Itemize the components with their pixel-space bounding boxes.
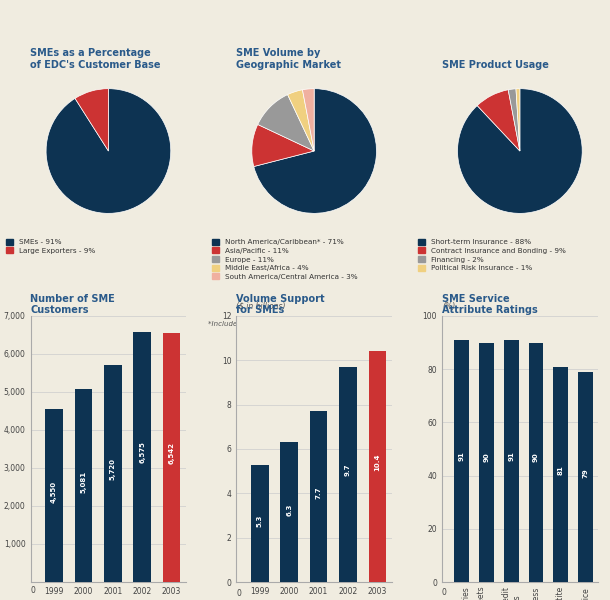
Text: Volume Support
for SMEs: Volume Support for SMEs — [236, 293, 325, 315]
Bar — [310, 411, 328, 582]
Bar — [339, 367, 357, 582]
Wedge shape — [252, 124, 314, 167]
Bar — [74, 389, 92, 582]
Wedge shape — [258, 95, 314, 151]
Text: 4,550: 4,550 — [51, 481, 57, 503]
Wedge shape — [75, 89, 109, 151]
Text: (%): (%) — [442, 302, 455, 311]
Wedge shape — [254, 89, 376, 214]
Text: 90: 90 — [484, 452, 489, 463]
Text: SMEs as a Percentage
of EDC's Customer Base: SMEs as a Percentage of EDC's Customer B… — [30, 48, 161, 70]
Bar — [504, 340, 518, 582]
Text: 5,081: 5,081 — [81, 470, 87, 493]
Text: 9.7: 9.7 — [345, 464, 351, 476]
Bar — [104, 365, 121, 582]
Text: 0: 0 — [30, 586, 35, 595]
Wedge shape — [287, 90, 314, 151]
Bar — [528, 343, 544, 582]
Wedge shape — [46, 89, 171, 214]
Bar — [251, 464, 268, 582]
Bar — [454, 340, 469, 582]
Text: SME Service
Attribute Ratings: SME Service Attribute Ratings — [442, 293, 537, 315]
Bar — [553, 367, 568, 582]
Wedge shape — [516, 89, 520, 151]
Bar — [45, 409, 63, 582]
Text: 6,542: 6,542 — [168, 442, 174, 464]
Text: 81: 81 — [558, 465, 564, 475]
Bar — [578, 372, 593, 582]
Text: SME Product Usage: SME Product Usage — [442, 59, 549, 70]
Legend: Short-term Insurance - 88%, Contract Insurance and Bonding - 9%, Financing - 2%,: Short-term Insurance - 88%, Contract Ins… — [417, 239, 565, 271]
Bar — [479, 343, 494, 582]
Wedge shape — [303, 89, 314, 151]
Text: 79: 79 — [583, 468, 589, 478]
Legend: North America/Caribbean* - 71%, Asia/Pacific - 11%, Europe - 11%, Middle East/Af: North America/Caribbean* - 71%, Asia/Pac… — [212, 239, 357, 280]
Text: 5,720: 5,720 — [110, 458, 116, 480]
Text: 7.7: 7.7 — [315, 487, 321, 499]
Text: 6.3: 6.3 — [286, 503, 292, 515]
Wedge shape — [508, 89, 520, 151]
Wedge shape — [477, 90, 520, 151]
Text: ($ in billions): ($ in billions) — [236, 302, 285, 311]
Bar — [368, 352, 386, 582]
Legend: SMEs - 91%, Large Exporters - 9%: SMEs - 91%, Large Exporters - 9% — [6, 239, 95, 254]
Wedge shape — [458, 89, 582, 214]
Text: 91: 91 — [508, 451, 514, 461]
Bar — [163, 334, 181, 582]
Text: SME Volume by
Geographic Market: SME Volume by Geographic Market — [236, 48, 341, 70]
Text: 0: 0 — [442, 589, 447, 598]
Text: Number of SME
Customers: Number of SME Customers — [30, 293, 115, 315]
Text: 91: 91 — [459, 451, 465, 461]
Text: 10.4: 10.4 — [375, 454, 381, 471]
Text: 6,575: 6,575 — [139, 441, 145, 463]
Bar — [134, 332, 151, 582]
Text: 90: 90 — [533, 452, 539, 463]
Text: 5.3: 5.3 — [257, 515, 263, 527]
Bar — [281, 442, 298, 582]
Text: *Includes Mexico: *Includes Mexico — [208, 320, 268, 326]
Text: 0: 0 — [236, 589, 241, 598]
